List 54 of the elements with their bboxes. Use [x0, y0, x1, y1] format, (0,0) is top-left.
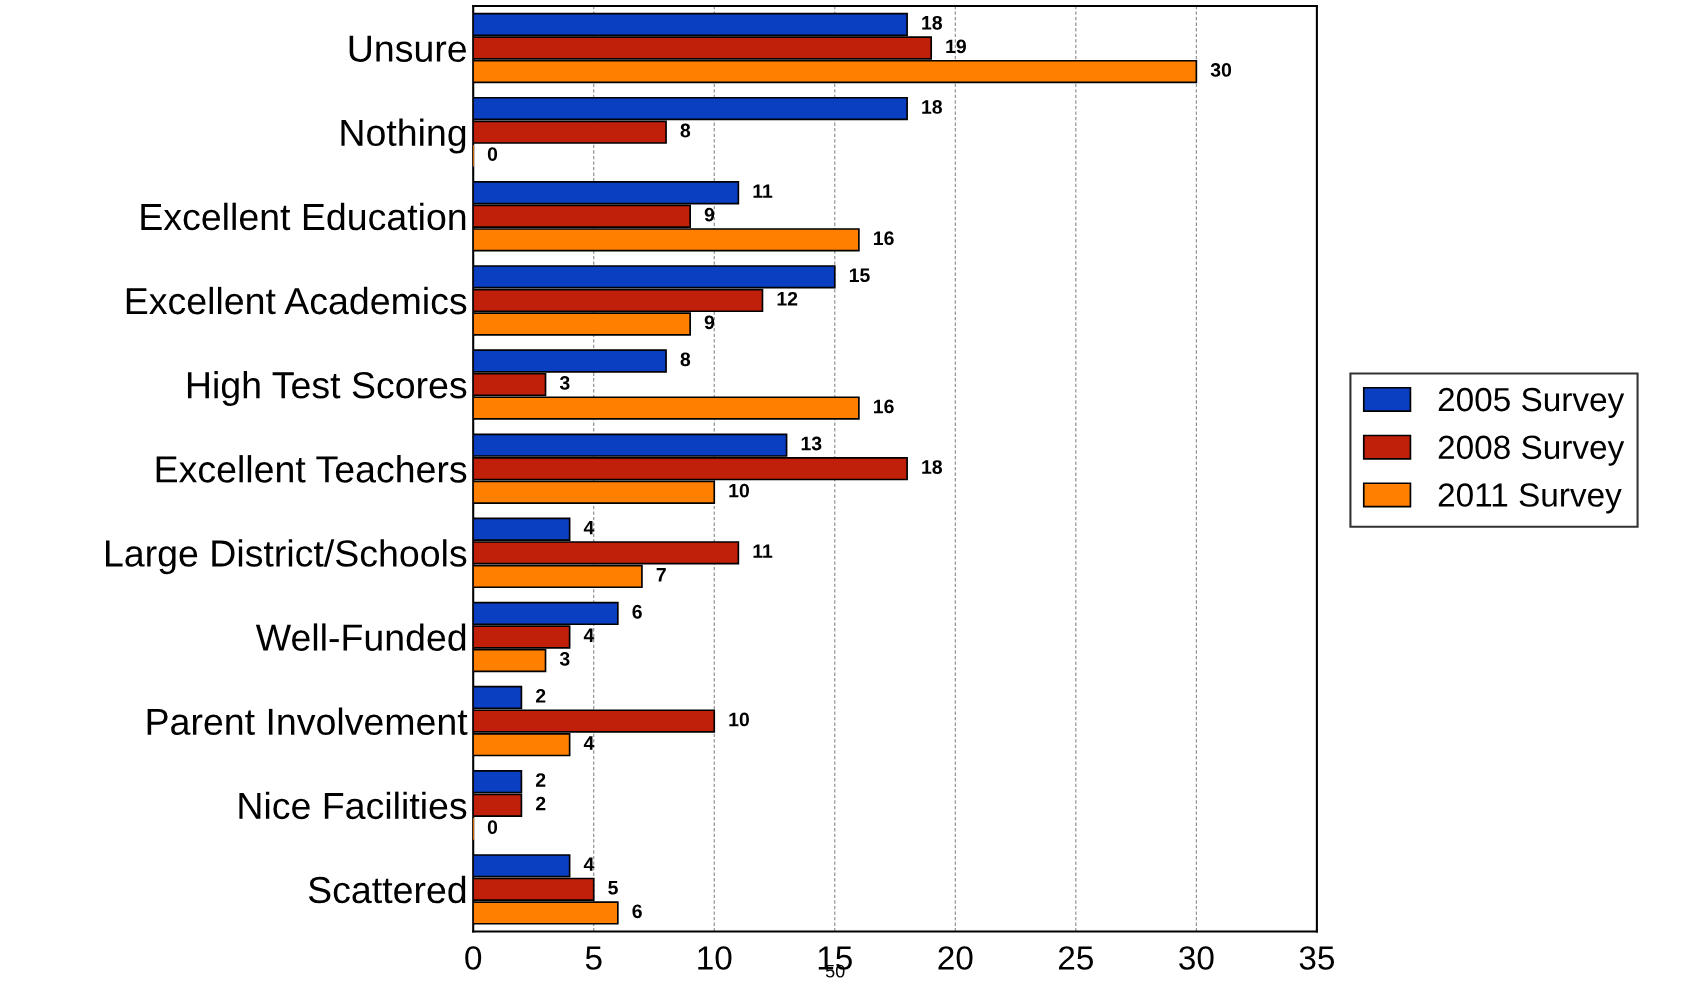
x-tick-label: 0 — [465, 946, 482, 970]
data-label: 5 — [608, 881, 618, 895]
data-label: 16 — [874, 231, 894, 246]
y-tick-label: Nothing — [341, 118, 466, 154]
y-tick-label: Unsure — [349, 35, 466, 62]
y-tick-label: Excellent Academics — [126, 286, 467, 315]
x-tick-label: 25 — [1058, 946, 1093, 970]
y-tick-label: Parent Involvement — [147, 707, 468, 736]
legend-label: 2008 Survey — [1438, 435, 1625, 466]
data-label: 30 — [1210, 63, 1232, 77]
data-label: 10 — [729, 712, 749, 727]
data-label: 0 — [487, 820, 498, 835]
data-label: 19 — [946, 39, 966, 54]
data-label: 13 — [801, 436, 822, 451]
data-label: 0 — [487, 147, 498, 161]
y-tick-label: Excellent Teachers — [156, 455, 467, 483]
data-label: 7 — [656, 568, 666, 582]
data-label: 12 — [777, 291, 798, 306]
data-label: 8 — [680, 123, 691, 138]
data-label: 2 — [535, 796, 546, 811]
data-label: 6 — [632, 904, 642, 919]
data-label: 18 — [922, 460, 943, 474]
data-label: 9 — [704, 207, 715, 222]
x-tick-label: 30 — [1179, 946, 1214, 970]
y-tick-label: Large District/Schools — [106, 539, 467, 575]
x-tick-label: 35 — [1299, 946, 1335, 970]
data-label: 3 — [559, 651, 570, 666]
y-tick-label: High Test Scores — [187, 370, 467, 406]
data-label: 10 — [729, 483, 749, 498]
data-label: 3 — [559, 376, 570, 390]
data-label: 15 — [849, 268, 870, 283]
legend-label: 2005 Survey — [1438, 387, 1625, 418]
data-label: 2 — [535, 773, 546, 787]
data-label: 18 — [922, 100, 943, 114]
data-label: 4 — [583, 857, 595, 871]
data-label: 16 — [874, 399, 894, 414]
data-label: 4 — [583, 520, 595, 535]
data-label: 4 — [583, 628, 595, 642]
data-label: 8 — [680, 352, 691, 367]
y-tick-label: Well-Funded — [255, 623, 466, 651]
x-tick-label: 10 — [698, 946, 732, 970]
y-tick-label: Excellent Education — [141, 202, 466, 231]
data-label: 18 — [922, 15, 943, 30]
x-tick-label: 20 — [938, 946, 973, 970]
data-label: 2 — [535, 688, 546, 703]
data-label: 4 — [583, 736, 595, 750]
data-label: 6 — [632, 604, 642, 619]
data-label: 9 — [704, 315, 715, 330]
x-tick-label: 5 — [585, 946, 602, 970]
y-tick-label: Scattered — [308, 875, 466, 904]
data-label: 11 — [753, 184, 773, 198]
data-label: 11 — [753, 544, 773, 558]
legend-label: 2011 Survey — [1438, 483, 1622, 514]
y-tick-label: Nice Facilities — [239, 791, 467, 820]
